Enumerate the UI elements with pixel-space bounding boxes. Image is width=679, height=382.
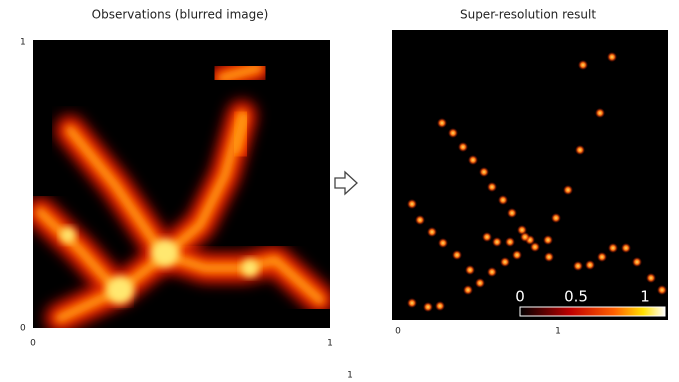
point	[407, 199, 417, 209]
point	[543, 235, 553, 245]
point	[458, 142, 468, 152]
point	[500, 257, 510, 267]
hot-spot	[106, 276, 134, 304]
point	[487, 182, 497, 192]
point	[487, 267, 497, 277]
y-tick-label: 0	[20, 324, 26, 334]
point	[530, 242, 540, 252]
point	[427, 227, 437, 237]
hot-spot	[151, 239, 179, 267]
point	[407, 298, 417, 308]
left-title: Observations (blurred image)	[92, 8, 269, 22]
point	[415, 215, 425, 225]
point	[479, 167, 489, 177]
point	[482, 232, 492, 242]
point	[597, 252, 607, 262]
point	[607, 52, 617, 62]
point	[646, 273, 656, 283]
page: Observations (blurred image) Super-resol…	[0, 0, 679, 382]
point	[452, 250, 462, 260]
point	[608, 243, 618, 253]
point	[492, 237, 502, 247]
point	[563, 185, 573, 195]
arrow	[335, 172, 357, 194]
point	[437, 118, 447, 128]
point	[505, 237, 515, 247]
point	[578, 60, 588, 70]
point	[595, 108, 605, 118]
point	[438, 238, 448, 248]
y-tick-label: 1	[20, 38, 26, 48]
point	[632, 257, 642, 267]
result-image	[392, 30, 668, 320]
point	[475, 278, 485, 288]
footer-label: 1	[347, 371, 353, 381]
point	[551, 213, 561, 223]
hot-spot	[241, 259, 259, 277]
point	[621, 243, 631, 253]
x-tick-label: 0	[395, 327, 401, 337]
point	[657, 285, 667, 295]
point	[544, 252, 554, 262]
point	[512, 250, 522, 260]
point	[435, 301, 445, 311]
point	[463, 285, 473, 295]
point	[465, 265, 475, 275]
x-tick-label: 0	[30, 339, 36, 349]
point	[585, 260, 595, 270]
point	[575, 145, 585, 155]
colorbar-tick: 0	[515, 288, 525, 306]
point	[573, 261, 583, 271]
right-title: Super-resolution result	[460, 8, 596, 22]
hot-spot	[60, 227, 76, 243]
figure: Observations (blurred image) Super-resol…	[0, 0, 679, 382]
point	[448, 128, 458, 138]
point	[520, 232, 530, 242]
colorbar	[520, 307, 665, 316]
x-tick-label: 1	[327, 339, 333, 349]
point	[498, 195, 508, 205]
point	[423, 302, 433, 312]
point	[507, 208, 517, 218]
colorbar-tick: 1	[640, 288, 650, 306]
point	[468, 155, 478, 165]
colorbar-tick: 0.5	[564, 288, 588, 306]
x-tick-label: 1	[555, 327, 561, 337]
